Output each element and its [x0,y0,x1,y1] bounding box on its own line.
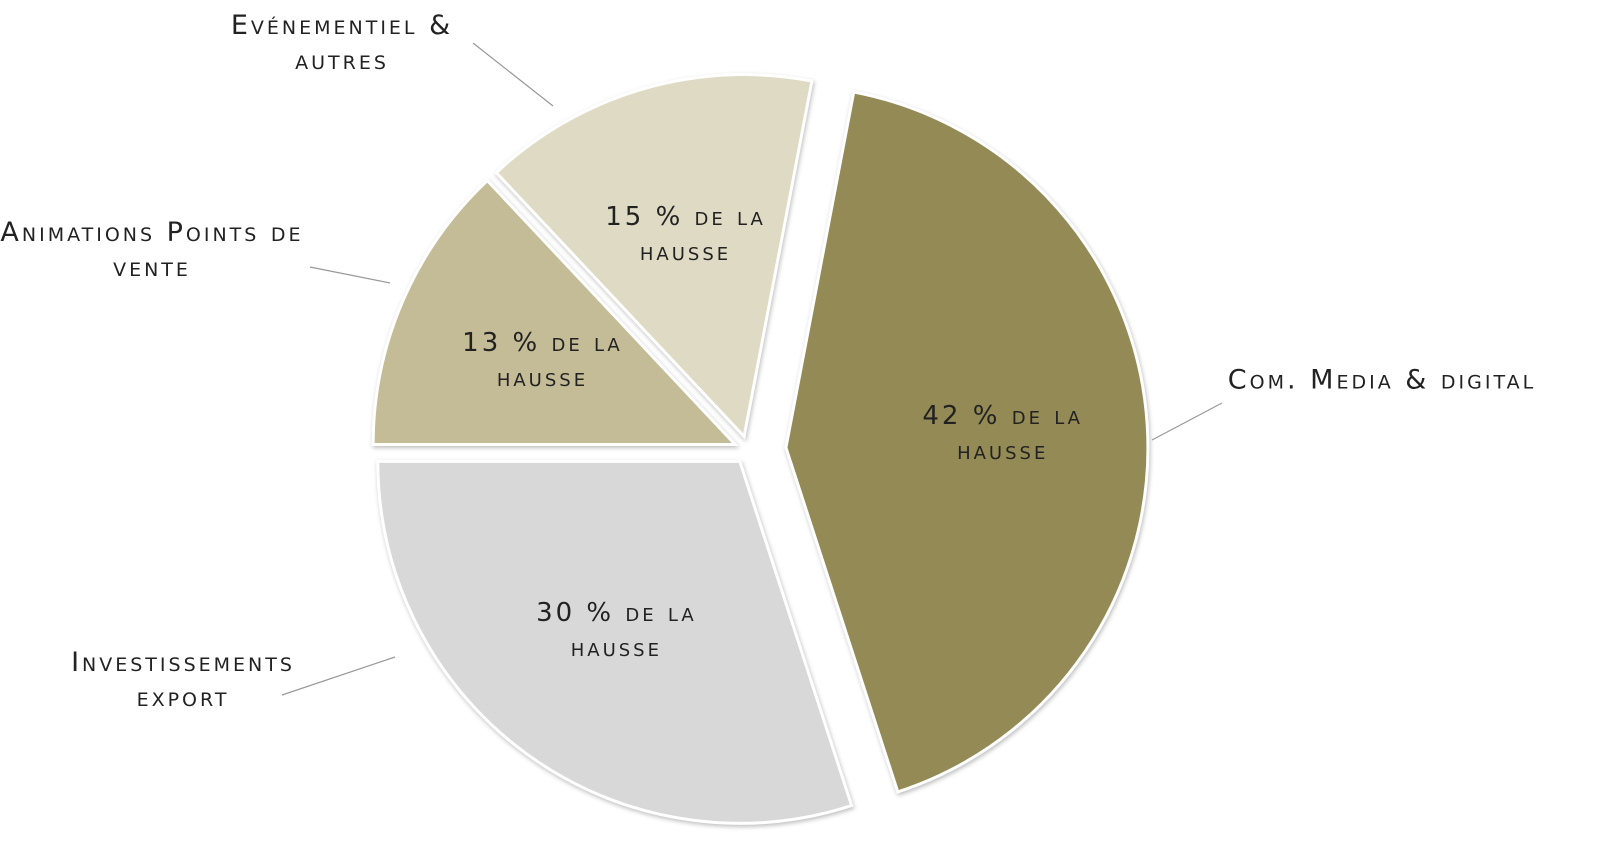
category-label: Com. Media & digital [1227,364,1537,396]
pie-slice [784,90,1150,794]
pie-slice [376,459,854,825]
value-label: 30 % de la hausse [536,598,697,664]
leader-line [1151,402,1223,441]
value-label: 15 % de la hausse [605,201,766,267]
leader-line [281,656,396,696]
pie-slice [371,178,739,446]
pie-slice [494,73,814,440]
value-label: 42 % de la hausse [922,400,1083,466]
leader-line [472,42,554,107]
leader-line [309,266,391,284]
category-label: Animations Points de vente [0,217,304,283]
value-label: 13 % de la hausse [462,328,623,394]
category-label: Investissements export [71,647,295,713]
category-label: Evénementiel & autres [230,10,454,76]
